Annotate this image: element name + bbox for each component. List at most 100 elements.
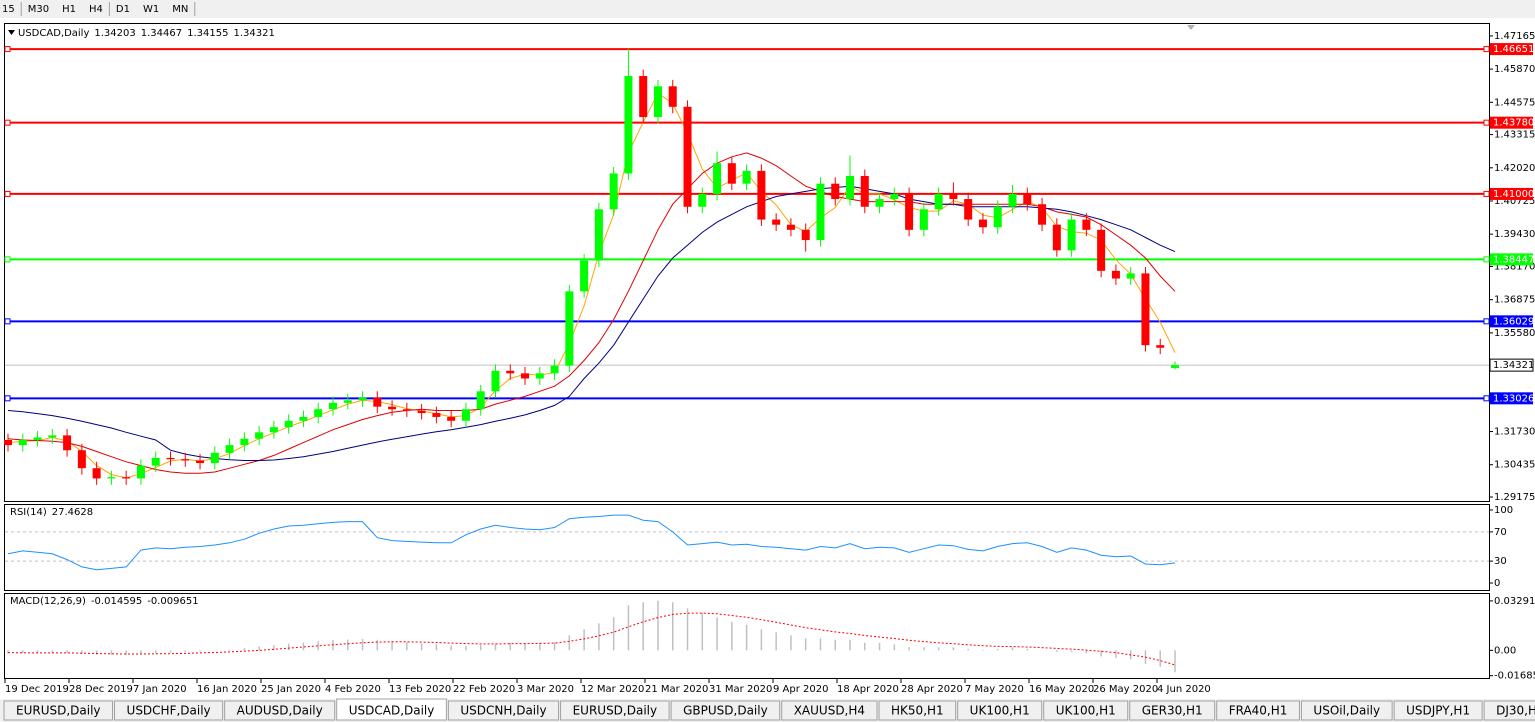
- level-anchor: [4, 395, 11, 402]
- x-tick-label: 16 May 2020: [1029, 684, 1094, 695]
- tab-label[interactable]: UK100,H1: [1056, 704, 1116, 718]
- candle-body: [48, 435, 57, 438]
- tab[interactable]: [224, 700, 336, 721]
- active-tab[interactable]: [336, 698, 447, 721]
- candle-body: [1023, 193, 1032, 205]
- level-box: [1490, 253, 1533, 266]
- tab-label[interactable]: GBPUSD,Daily: [683, 704, 768, 718]
- candle-body: [698, 193, 707, 207]
- moving-average: [7, 152, 1176, 474]
- tab[interactable]: [1043, 700, 1129, 721]
- tab-label[interactable]: FRA40,H1: [1229, 704, 1288, 718]
- tab-label[interactable]: DJ30,H1: [1496, 704, 1535, 718]
- y-tick-label: 1.39430: [1494, 229, 1535, 240]
- current-price-label: 1.34321: [1493, 360, 1534, 371]
- x-tick-label: 22 Feb 2020: [453, 684, 515, 695]
- x-tick-label: 18 Apr 2020: [837, 684, 899, 695]
- level-box: [1490, 116, 1533, 129]
- tab[interactable]: [447, 700, 560, 721]
- tab[interactable]: [781, 700, 878, 721]
- tab-label[interactable]: UK100,H1: [970, 704, 1030, 718]
- timeframe-button[interactable]: MN: [172, 4, 188, 15]
- tab-label[interactable]: USDCAD,Daily: [349, 704, 435, 718]
- candle-body: [639, 76, 648, 118]
- candle-body: [1008, 193, 1017, 207]
- candle-body: [890, 193, 899, 200]
- candle-body: [373, 397, 382, 407]
- x-tick-label: 19 Dec 2019: [5, 684, 69, 695]
- indicator-name: RSI(14): [10, 507, 47, 518]
- indicator-value: 27.4628: [52, 507, 93, 518]
- level-anchor: [1483, 190, 1490, 197]
- tab-label[interactable]: USDCHF,Daily: [127, 704, 211, 718]
- timeframe-button[interactable]: W1: [143, 4, 159, 15]
- indicator-value: -0.009651: [147, 596, 198, 607]
- tab-label[interactable]: GER30,H1: [1142, 704, 1203, 718]
- y-tick-label: 0: [1494, 578, 1500, 589]
- candle-body: [1171, 365, 1179, 369]
- level-label: 1.36029: [1493, 316, 1534, 327]
- tab[interactable]: [957, 700, 1043, 721]
- tab[interactable]: [1483, 700, 1535, 721]
- level-box: [1490, 392, 1533, 405]
- candle-body: [653, 86, 662, 118]
- candle-body: [314, 409, 323, 417]
- tab[interactable]: [1393, 700, 1483, 721]
- candle-body: [284, 420, 293, 428]
- candle-body: [107, 477, 116, 479]
- tab-label[interactable]: EURUSD,Daily: [16, 704, 101, 718]
- timeframe-button[interactable]: H1: [62, 4, 76, 15]
- tab-label[interactable]: AUDUSD,Daily: [237, 704, 323, 718]
- level-anchor: [4, 46, 11, 53]
- y-tick-label: 1.38170: [1494, 261, 1535, 272]
- y-tick-label: 1.47165: [1494, 31, 1535, 42]
- level-box: [1490, 43, 1533, 56]
- candle-body: [240, 438, 249, 446]
- tab-label[interactable]: USDJPY,H1: [1406, 704, 1470, 718]
- candle-body: [181, 459, 190, 461]
- y-tick-label: 0.03291: [1494, 596, 1535, 607]
- candle-body: [624, 76, 633, 174]
- candle-body: [580, 260, 589, 292]
- candle-body: [875, 199, 884, 207]
- timeframe-button[interactable]: 15: [2, 4, 15, 15]
- candle-body: [210, 452, 219, 464]
- toolbar: [0, 0, 1535, 18]
- tab-label[interactable]: USOil,Daily: [1313, 704, 1380, 718]
- timeframe-button[interactable]: D1: [116, 4, 130, 15]
- tab-label[interactable]: EURUSD,Daily: [573, 704, 658, 718]
- tab[interactable]: [114, 700, 224, 721]
- tab[interactable]: [1216, 700, 1300, 721]
- tab[interactable]: [670, 700, 781, 721]
- y-tick-label: 0.00: [1494, 645, 1516, 656]
- candle-body: [299, 416, 308, 421]
- x-tick-label: 9 Apr 2020: [773, 684, 828, 695]
- candle-body: [521, 373, 530, 379]
- timeframe-button[interactable]: H4: [89, 4, 103, 15]
- tab[interactable]: [1129, 700, 1216, 721]
- macd-panel: [4, 593, 1490, 679]
- candle-body: [905, 193, 914, 230]
- candle-body: [934, 193, 943, 210]
- tab-label[interactable]: XAUUSD,H4: [794, 704, 865, 718]
- candle-body: [92, 468, 101, 479]
- candle-body: [358, 397, 367, 401]
- tab[interactable]: [560, 700, 670, 721]
- level-anchor: [1483, 46, 1490, 53]
- rsi-header: RSI(14) 27.4628: [10, 507, 93, 518]
- level-label: 1.33026: [1493, 393, 1534, 404]
- x-tick-label: 26 May 2020: [1093, 684, 1158, 695]
- candle-body: [757, 170, 766, 220]
- candle-body: [1052, 224, 1061, 251]
- level-anchor: [4, 119, 11, 126]
- tab-label[interactable]: HK50,H1: [891, 704, 944, 718]
- candle-body: [831, 183, 840, 200]
- timeframe-button[interactable]: M30: [28, 4, 49, 15]
- tab-label[interactable]: USDCNH,Daily: [460, 704, 546, 718]
- tab[interactable]: [1300, 700, 1393, 721]
- tab[interactable]: [878, 700, 957, 721]
- y-tick-label: 70: [1494, 527, 1507, 538]
- tab[interactable]: [3, 700, 114, 721]
- chart-window: [0, 18, 1535, 698]
